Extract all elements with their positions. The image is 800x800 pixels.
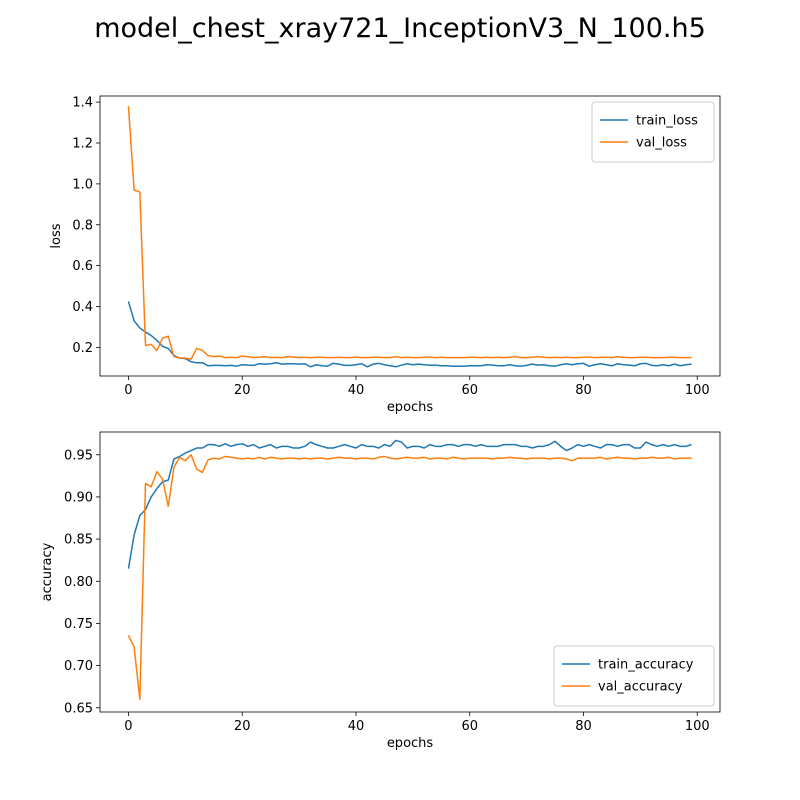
accuracy-ytick-label: 0.95 <box>64 448 93 463</box>
accuracy-legend-box <box>553 645 715 707</box>
loss-legend-box <box>591 101 715 163</box>
accuracy-ytick-label: 0.65 <box>64 701 93 716</box>
loss-legend: train_loss val_loss <box>591 101 715 163</box>
accuracy-xtick-label: 100 <box>685 719 710 734</box>
val_loss-legend-label: val_loss <box>636 136 687 151</box>
accuracy-y-axis-label: accuracy <box>40 542 55 601</box>
loss-series-group <box>127 106 692 368</box>
loss-ytick-label: 0.6 <box>72 259 93 274</box>
loss-ytick-label: 0.2 <box>72 341 93 356</box>
accuracy-xtick-label: 40 <box>348 719 365 734</box>
loss-xtick-label: 20 <box>234 383 251 398</box>
figure-title: model_chest_xray721_InceptionV3_N_100.h5 <box>94 13 706 44</box>
loss-ytick-label: 1.2 <box>72 137 93 152</box>
accuracy-axes-frame <box>99 431 721 713</box>
loss-ytick-label: 0.4 <box>72 300 93 315</box>
loss-axes-frame <box>99 95 721 377</box>
accuracy-xtick-label: 80 <box>575 719 592 734</box>
loss-xtick-label: 80 <box>575 383 592 398</box>
loss-xtick-label: 40 <box>348 383 365 398</box>
train_accuracy-line <box>127 439 692 569</box>
accuracy-x-axis-label: epochs <box>387 736 434 751</box>
val_accuracy-legend-label: val_accuracy <box>598 680 683 695</box>
accuracy-ytick-label: 0.75 <box>64 617 93 632</box>
loss-x-axis-label: epochs <box>387 400 434 415</box>
loss-ytick-label: 1.0 <box>72 177 93 192</box>
accuracy-chart: 0 20 40 60 80 100 0.65 0.70 0.75 0.80 0.85 0.90 0.95… <box>40 431 721 751</box>
accuracy-ytick-label: 0.85 <box>64 533 93 548</box>
train_loss-line <box>127 301 692 368</box>
accuracy-xtick-label: 0 <box>124 719 132 734</box>
accuracy-legend: train_accuracy val_accuracy <box>553 645 715 707</box>
accuracy-xtick-label: 60 <box>461 719 478 734</box>
accuracy-series-group <box>127 439 692 701</box>
accuracy-ytick-label: 0.90 <box>64 490 93 505</box>
accuracy-xtick-label: 20 <box>234 719 251 734</box>
loss-ytick-label: 1.4 <box>72 96 93 111</box>
loss-y-axis-label: loss <box>49 223 64 248</box>
accuracy-ytick-label: 0.70 <box>64 659 93 674</box>
val_accuracy-line <box>127 454 692 701</box>
loss-xtick-label: 0 <box>124 383 132 398</box>
train_loss-legend-label: train_loss <box>636 114 698 129</box>
val_loss-line <box>127 106 692 360</box>
accuracy-ytick-label: 0.80 <box>64 575 93 590</box>
train_accuracy-legend-label: train_accuracy <box>598 658 694 673</box>
loss-xtick-label: 100 <box>685 383 710 398</box>
loss-chart: 0 20 40 60 80 100 0.2 0.4 0.6 0.8 1.0 1.2 1.4 epochs l… <box>49 95 721 415</box>
loss-ytick-label: 0.8 <box>72 218 93 233</box>
loss-xtick-label: 60 <box>461 383 478 398</box>
